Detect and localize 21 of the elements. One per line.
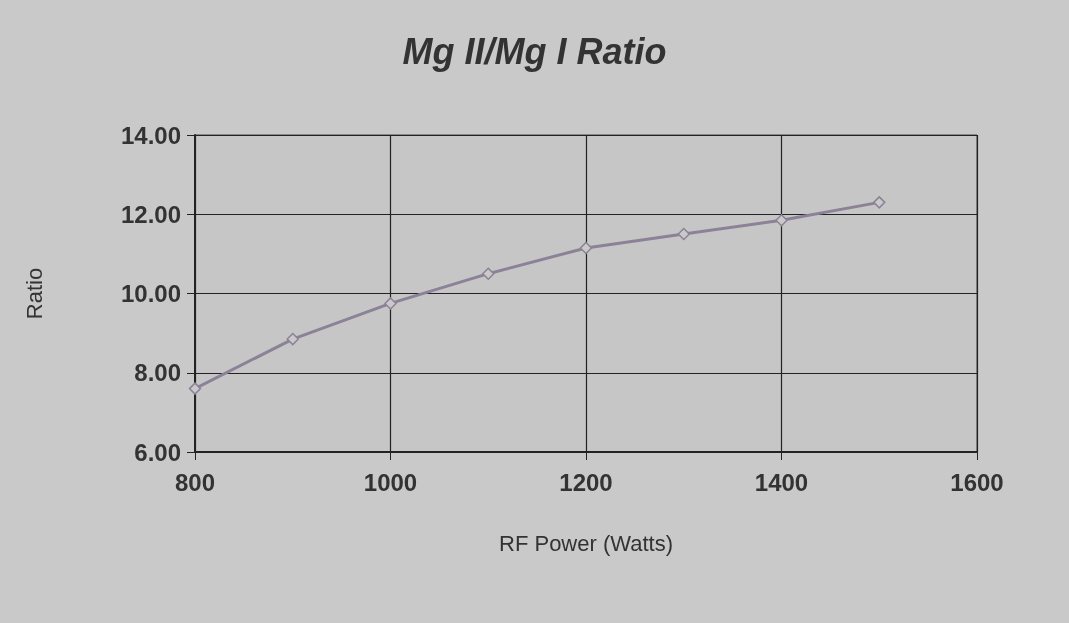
x-axis-title: RF Power (Watts) bbox=[499, 530, 673, 556]
y-tick-label: 6.00 bbox=[134, 438, 181, 466]
y-axis-title: Ratio bbox=[21, 267, 47, 320]
point bbox=[482, 267, 495, 280]
chart-title: Mg II/Mg I Ratio bbox=[402, 30, 667, 72]
x-tick-label: 1400 bbox=[754, 468, 809, 496]
x-tick-label: 1600 bbox=[950, 468, 1004, 496]
point bbox=[775, 213, 788, 227]
point bbox=[873, 196, 886, 209]
y-tick-label: 14.00 bbox=[120, 121, 181, 149]
point bbox=[579, 241, 593, 255]
point bbox=[384, 297, 397, 310]
x-tick-label: 1200 bbox=[559, 468, 613, 496]
y-tick-label: 12.00 bbox=[120, 200, 181, 228]
x-tick-label: 800 bbox=[174, 468, 216, 496]
x-tick-label: 1000 bbox=[363, 468, 418, 496]
y-tick-label: 8.00 bbox=[134, 359, 181, 387]
point bbox=[677, 227, 690, 241]
y-tick-label: 10.00 bbox=[120, 280, 181, 307]
point bbox=[188, 382, 202, 395]
point bbox=[286, 332, 299, 346]
